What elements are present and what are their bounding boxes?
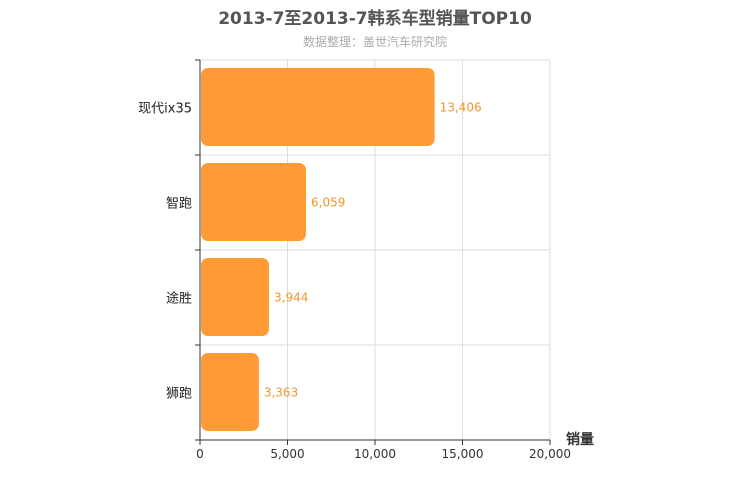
category-label: 狮跑 bbox=[166, 387, 192, 402]
x-tick-label: 20,000 bbox=[529, 447, 571, 461]
axes bbox=[195, 59, 551, 445]
data-label: 3,944 bbox=[274, 291, 308, 305]
x-tick-label: 15,000 bbox=[442, 447, 484, 461]
bar bbox=[201, 353, 259, 431]
x-tick-label: 10,000 bbox=[354, 447, 396, 461]
bars bbox=[201, 68, 435, 431]
bar bbox=[201, 68, 435, 146]
category-label: 现代ix35 bbox=[138, 102, 192, 117]
chart-title: 2013-7至2013-7韩系车型销量TOP10 bbox=[218, 9, 532, 29]
data-label: 3,363 bbox=[264, 386, 298, 400]
category-label: 智跑 bbox=[166, 197, 192, 212]
bar bbox=[201, 258, 270, 336]
data-label: 6,059 bbox=[311, 196, 345, 210]
data-label: 13,406 bbox=[440, 101, 482, 115]
bar bbox=[201, 163, 307, 241]
labels: 13,406 现代ix35 6,059 智跑 3,944 途胜 3,363 狮跑 0 5,000 1… bbox=[138, 101, 571, 462]
x-tick-label: 5,000 bbox=[270, 447, 304, 461]
chart-subtitle: 数据整理：盖世汽车研究院 bbox=[302, 35, 447, 49]
category-label: 途胜 bbox=[166, 291, 192, 307]
x-tick-label: 0 bbox=[196, 447, 204, 461]
x-axis-title: 销量 bbox=[566, 431, 594, 448]
